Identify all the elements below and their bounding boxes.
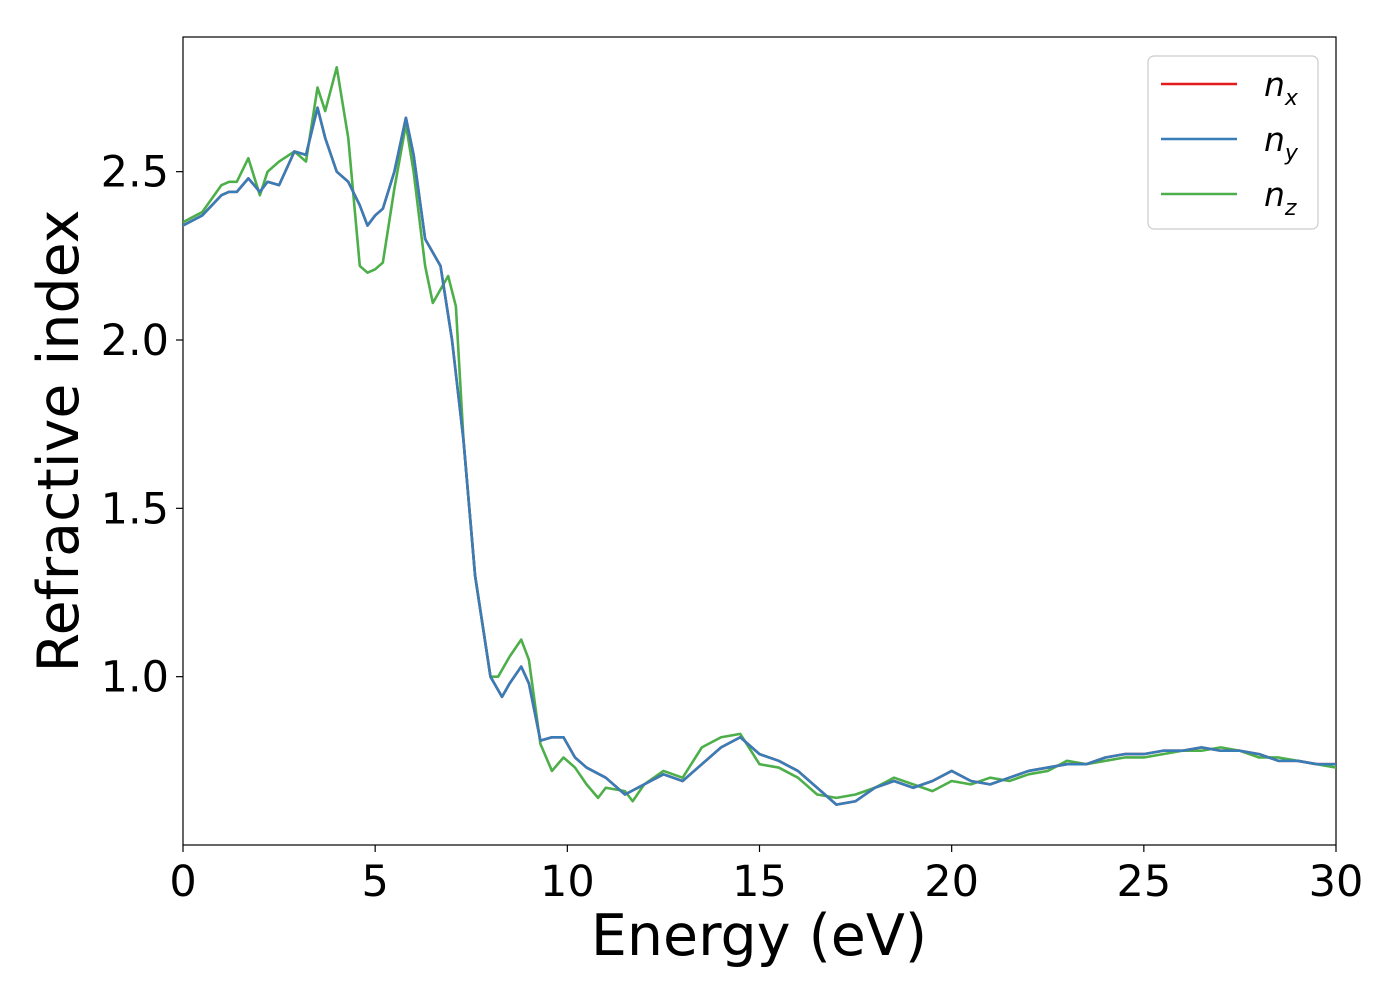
- y-axis-ticks: 1.0 1.5 2.0 2.5: [101, 148, 183, 703]
- legend-label-n-x: nx: [1264, 65, 1299, 111]
- y-tick-label: 1.0: [101, 653, 169, 703]
- plot-area: [182, 36, 1337, 846]
- x-tick-label: 5: [361, 857, 388, 907]
- x-tick-label: 0: [169, 857, 196, 907]
- x-tick-label: 10: [540, 857, 595, 907]
- legend-label-main: n: [1264, 120, 1285, 159]
- series-line-n-y: [183, 106, 1336, 806]
- x-tick-label: 30: [1309, 857, 1364, 907]
- plot-frame: [182, 36, 1337, 846]
- y-tick-label: 1.5: [101, 484, 169, 534]
- legend-label-n-y: ny: [1264, 120, 1299, 166]
- x-tick-label: 20: [924, 857, 979, 907]
- x-tick-label: 25: [1116, 857, 1171, 907]
- y-tick-label: 2.5: [101, 148, 169, 198]
- x-axis-title: Energy (eV): [591, 903, 927, 969]
- legend-label-subscript: x: [1284, 86, 1299, 111]
- legend-label-main: n: [1264, 65, 1285, 104]
- series-layer: [183, 66, 1336, 806]
- x-axis-ticks: 0 5 10 15 20 25 30: [169, 845, 1363, 907]
- legend-label-main: n: [1264, 175, 1285, 214]
- legend-label-n-z: nz: [1264, 175, 1297, 221]
- x-tick-label: 15: [732, 857, 787, 907]
- legend-label-subscript: z: [1284, 196, 1297, 221]
- y-axis-title: Refractive index: [26, 210, 92, 673]
- legend-label-subscript: y: [1284, 141, 1299, 166]
- y-tick-label: 2.0: [101, 316, 169, 366]
- legend-box: [1147, 55, 1319, 230]
